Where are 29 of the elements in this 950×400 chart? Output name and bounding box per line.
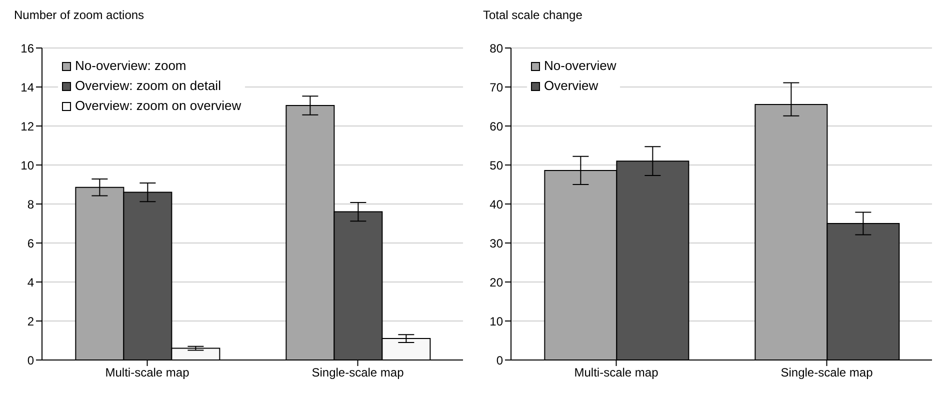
- chart-title: Number of zoom actions: [14, 8, 144, 22]
- x-tick-label: Multi-scale map: [105, 366, 190, 380]
- y-tick-label: 4: [27, 275, 34, 290]
- y-tick-label: 80: [490, 41, 504, 56]
- legend-label: Overview: zoom on detail: [75, 77, 221, 95]
- y-tick-label: 20: [490, 275, 504, 290]
- y-tick-label: 50: [490, 158, 504, 172]
- y-tick-label: 16: [20, 41, 34, 56]
- y-tick-label: 10: [20, 158, 34, 172]
- legend-label: No-overview: zoom: [75, 57, 186, 75]
- y-tick-label: 12: [20, 119, 34, 134]
- chart-title: Total scale change: [483, 8, 582, 22]
- y-tick-label: 8: [27, 197, 34, 212]
- y-tick-label: 70: [490, 80, 504, 94]
- y-tick-label: 0: [496, 353, 504, 368]
- x-tick-label: Single-scale map: [780, 366, 874, 380]
- y-tick-label: 60: [490, 119, 504, 134]
- x-tick-label: Multi-scale map: [574, 366, 659, 380]
- x-tick-label: Single-scale map: [312, 366, 404, 380]
- y-tick-label: 30: [490, 236, 504, 250]
- y-tick-label: 40: [490, 197, 504, 212]
- y-tick-label: 0: [27, 353, 34, 368]
- y-tick-label: 6: [27, 236, 34, 250]
- legend-label: Overview: zoom on overview: [75, 97, 242, 115]
- legend-label: Overview: [544, 77, 598, 95]
- y-tick-label: 10: [490, 314, 504, 328]
- y-tick-label: 2: [27, 314, 34, 328]
- y-tick-label: 14: [20, 80, 34, 94]
- legend-label: No-overview: [544, 57, 616, 75]
